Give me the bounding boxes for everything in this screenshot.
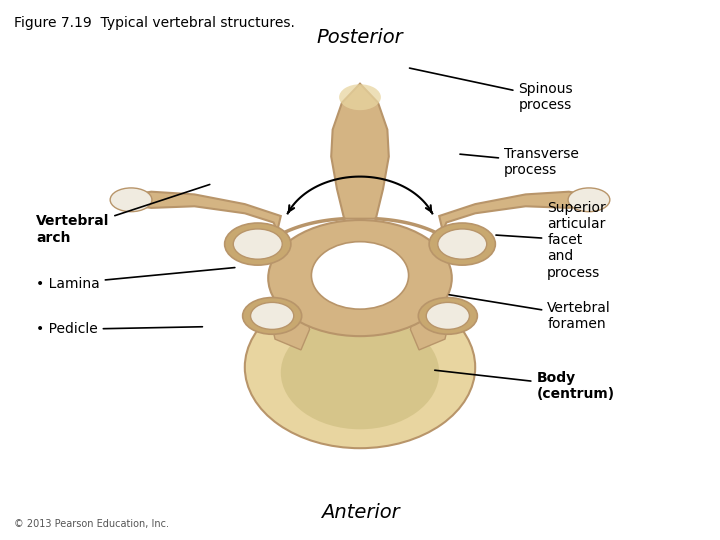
- Text: • Pedicle: • Pedicle: [36, 322, 202, 336]
- Text: Body
(centrum): Body (centrum): [435, 370, 615, 401]
- Polygon shape: [331, 84, 389, 219]
- Ellipse shape: [426, 302, 469, 329]
- Polygon shape: [128, 192, 281, 231]
- Text: Anterior: Anterior: [320, 503, 400, 523]
- Text: Vertebral
foramen: Vertebral foramen: [449, 295, 611, 331]
- Text: Superior
articular
facet
and
process: Superior articular facet and process: [496, 201, 606, 280]
- Ellipse shape: [110, 188, 152, 212]
- Ellipse shape: [311, 241, 409, 309]
- Text: Spinous
process: Spinous process: [410, 68, 573, 112]
- Text: Transverse
process: Transverse process: [460, 147, 579, 177]
- Ellipse shape: [418, 298, 477, 334]
- Ellipse shape: [251, 302, 294, 329]
- Polygon shape: [268, 291, 310, 350]
- Ellipse shape: [233, 229, 282, 259]
- Ellipse shape: [225, 223, 291, 265]
- Ellipse shape: [245, 286, 475, 448]
- Text: © 2013 Pearson Education, Inc.: © 2013 Pearson Education, Inc.: [14, 519, 169, 529]
- Ellipse shape: [339, 84, 381, 110]
- Text: • Lamina: • Lamina: [36, 267, 235, 291]
- Ellipse shape: [438, 229, 487, 259]
- Ellipse shape: [268, 220, 452, 336]
- Ellipse shape: [281, 316, 439, 429]
- Ellipse shape: [429, 223, 495, 265]
- Text: Figure 7.19  Typical vertebral structures.: Figure 7.19 Typical vertebral structures…: [14, 16, 295, 30]
- Ellipse shape: [243, 298, 302, 334]
- Ellipse shape: [568, 188, 610, 212]
- Text: Vertebral
arch: Vertebral arch: [36, 185, 210, 245]
- Text: Posterior: Posterior: [317, 28, 403, 48]
- Polygon shape: [439, 192, 592, 231]
- Polygon shape: [410, 291, 452, 350]
